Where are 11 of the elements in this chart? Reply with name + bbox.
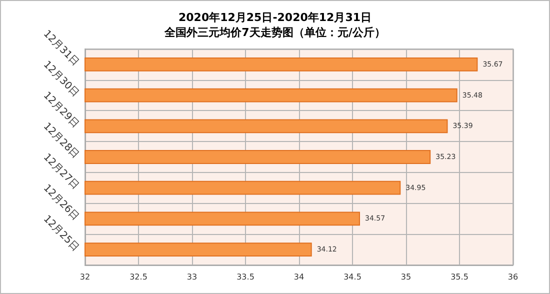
x-tick-label: 35 [400,272,412,282]
x-tick-label: 33 [186,272,198,282]
x-tick-label: 36 [508,272,518,282]
chart-title: 2020年12月25日-2020年12月31日 [178,11,372,24]
x-tick-label: 33.5 [236,272,254,282]
x-tick-label: 35.5 [450,272,468,282]
chart-subtitle: 全国外三元均价7天走势图（单位：元/公斤） [164,26,386,39]
x-tick-label: 32.5 [130,272,148,282]
x-tick-label: 32 [80,272,90,282]
x-tick-label: 34 [294,272,304,282]
x-tick-label: 34.5 [344,272,362,282]
